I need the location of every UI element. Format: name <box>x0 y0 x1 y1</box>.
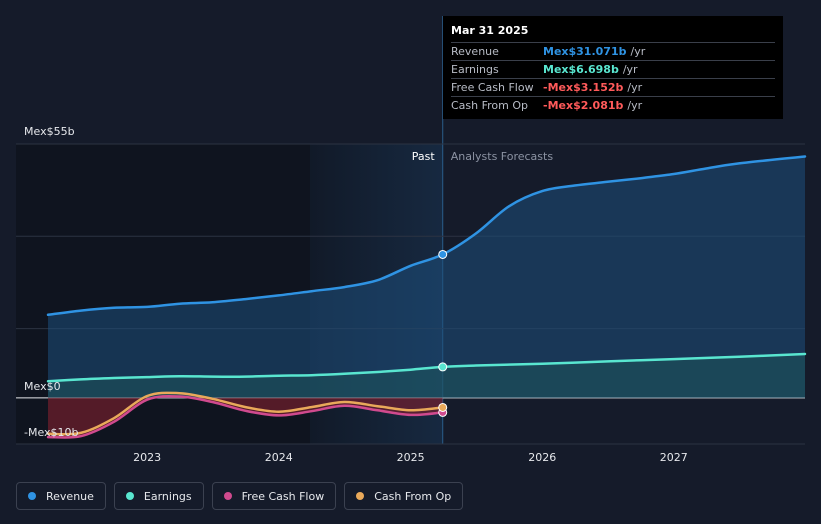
legend-item-earnings[interactable]: Earnings <box>113 482 204 510</box>
legend-item-cash-from-op[interactable]: Cash From Op <box>344 482 464 510</box>
revenue-area <box>48 156 805 398</box>
tooltip-row-cash-from-op: Cash From Op -Mex$2.081b /yr <box>451 96 775 114</box>
forecast-label: Analysts Forecasts <box>451 150 554 163</box>
tooltip-unit: /yr <box>627 99 643 112</box>
tooltip-row-free-cash-flow: Free Cash Flow -Mex$3.152b /yr <box>451 78 775 96</box>
free-cash-flow-line <box>46 394 444 439</box>
revenue-line <box>46 155 807 317</box>
tooltip-unit: /yr <box>622 63 638 76</box>
legend-label: Free Cash Flow <box>241 489 325 503</box>
cash-from-op-dot-icon <box>356 492 365 500</box>
earnings-area <box>48 354 805 398</box>
y-tick-label: -Mex$10b <box>24 426 79 439</box>
earnings-dot-icon <box>125 492 134 500</box>
tooltip-row-earnings: Earnings Mex$6.698b /yr <box>451 60 775 78</box>
tooltip-label: Free Cash Flow <box>451 81 534 94</box>
earnings-marker <box>438 362 448 372</box>
x-tick-label: 2024 <box>265 451 293 464</box>
past-label: Past <box>412 150 436 163</box>
legend-item-free-cash-flow[interactable]: Free Cash Flow <box>211 482 337 510</box>
legend-item-revenue[interactable]: Revenue <box>16 482 106 510</box>
legend-label: Revenue <box>46 489 94 503</box>
legend-label: Cash From Op <box>374 489 452 503</box>
data-tooltip: Mar 31 2025 Revenue Mex$31.071b /yr Earn… <box>443 16 783 119</box>
tooltip-row-revenue: Revenue Mex$31.071b /yr <box>451 42 775 60</box>
tooltip-unit: /yr <box>627 81 643 94</box>
tooltip-label: Earnings <box>451 63 499 76</box>
tooltip-unit: /yr <box>630 45 646 58</box>
x-tick-label: 2023 <box>133 451 161 464</box>
tooltip-value: Mex$6.698b <box>543 63 619 76</box>
tooltip-date: Mar 31 2025 <box>451 24 529 37</box>
cash-from-op-marker <box>438 402 448 412</box>
chart-legend: Revenue Earnings Free Cash Flow Cash Fro… <box>16 482 464 510</box>
tooltip-value: Mex$31.071b <box>543 45 627 58</box>
y-tick-label: Mex$0 <box>24 380 61 393</box>
tooltip-label: Revenue <box>451 45 499 58</box>
revenue-marker <box>438 249 448 259</box>
legend-label: Earnings <box>143 489 192 503</box>
x-tick-label: 2026 <box>528 451 556 464</box>
tooltip-value: -Mex$3.152b <box>543 81 624 94</box>
cash-from-op-line <box>46 391 444 436</box>
free-cash-flow-dot-icon <box>223 492 232 500</box>
earnings-line <box>46 352 807 383</box>
tooltip-label: Cash From Op <box>451 99 529 112</box>
x-tick-label: 2027 <box>660 451 688 464</box>
revenue-dot-icon <box>28 492 36 500</box>
y-tick-label: Mex$55b <box>24 125 75 138</box>
x-tick-label: 2025 <box>397 451 425 464</box>
tooltip-value: -Mex$2.081b <box>543 99 624 112</box>
